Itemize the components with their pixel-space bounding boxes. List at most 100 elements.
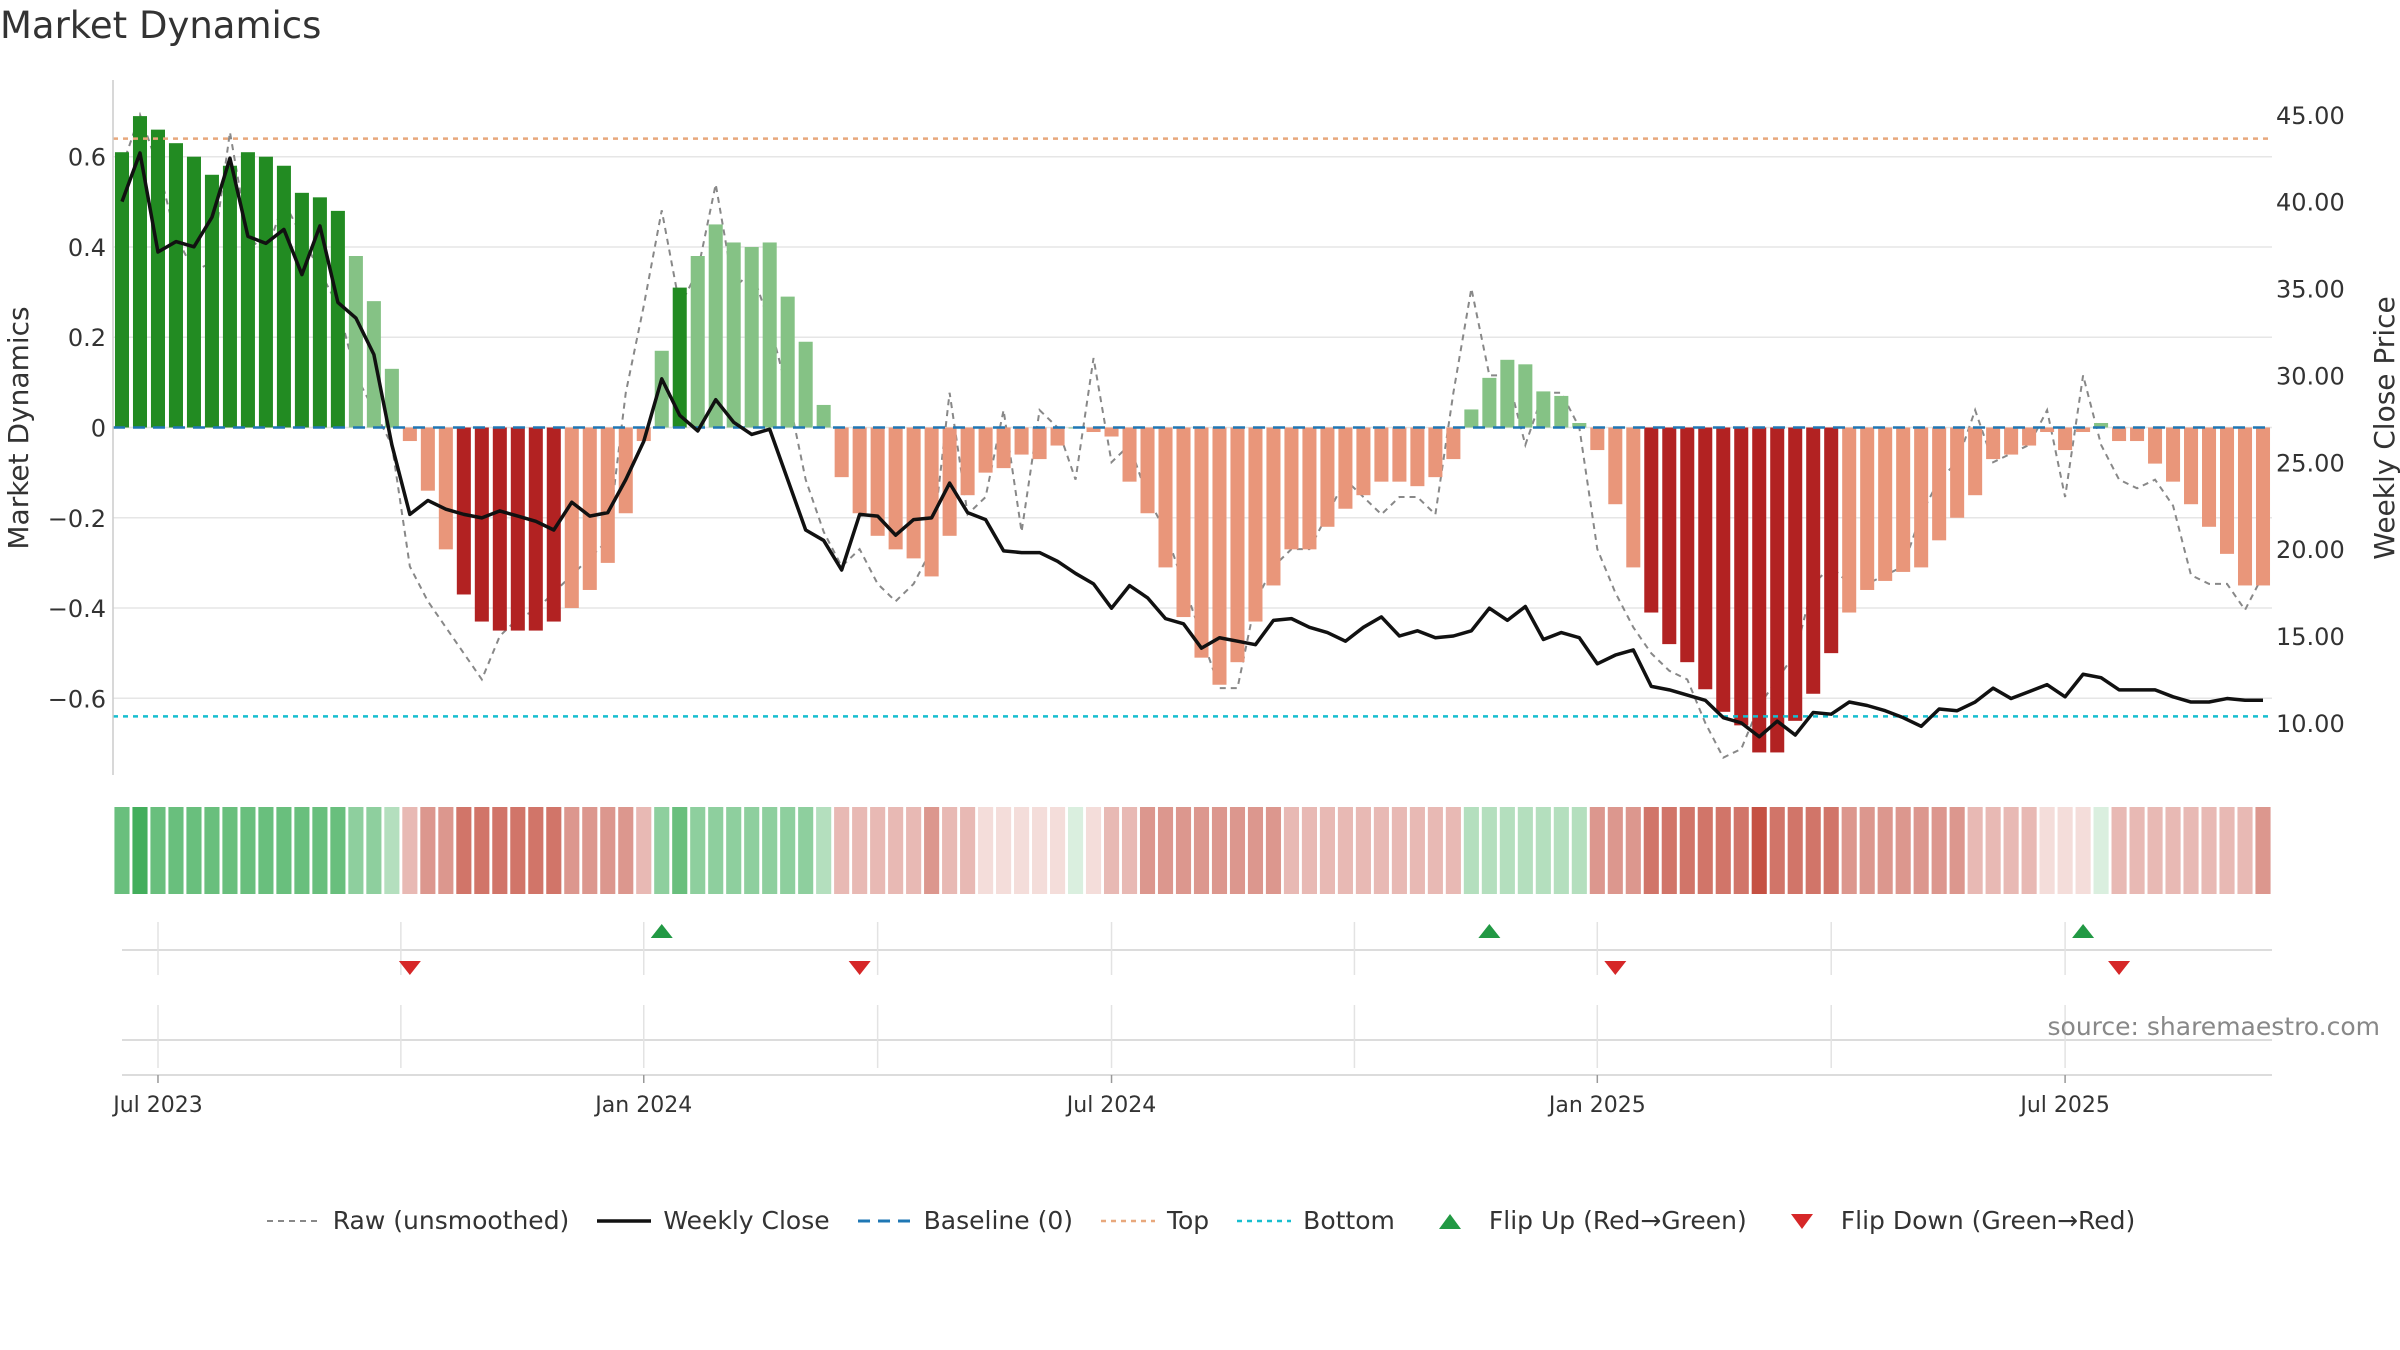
dynamics-bar xyxy=(492,427,507,631)
strength-cell xyxy=(474,807,490,894)
flip-down-marker xyxy=(848,961,871,975)
dynamics-bar xyxy=(1338,427,1353,509)
strength-cell xyxy=(1067,807,1084,894)
strength-cell xyxy=(1805,807,1821,894)
dynamics-bar xyxy=(1536,391,1551,428)
strength-cell xyxy=(348,807,364,894)
strength-cell xyxy=(1103,807,1120,894)
x-axis: Jul 2023 Jan 2024 Jul 2024 Jan 2025 Jul 2025 xyxy=(111,1075,2110,1118)
dynamics-bar xyxy=(132,116,148,428)
strength-cell xyxy=(2147,807,2163,894)
strength-cell xyxy=(1841,807,1857,894)
left-tick-label: −0.2 xyxy=(48,505,106,533)
strength-cell xyxy=(456,807,472,894)
dynamics-bar xyxy=(2220,427,2235,554)
dynamics-bar xyxy=(1212,427,1227,685)
dynamics-bar xyxy=(654,350,669,428)
dynamics-bar xyxy=(1356,427,1371,496)
left-tick-label: 0.2 xyxy=(68,324,106,352)
strength-cell xyxy=(942,807,958,894)
strength-cell xyxy=(1391,807,1407,894)
dynamics-bar xyxy=(2130,427,2145,442)
dynamics-bar xyxy=(168,143,183,428)
dynamics-bar xyxy=(1824,427,1839,654)
strength-cell xyxy=(672,807,688,894)
strength-cell xyxy=(1517,807,1533,894)
dynamics-bar xyxy=(204,174,219,428)
dynamics-bar xyxy=(1878,427,1893,581)
strength-cell xyxy=(132,807,148,894)
strength-cell xyxy=(1463,807,1479,894)
dynamics-bar xyxy=(870,427,885,536)
legend-item-top: Top xyxy=(1099,1206,1209,1235)
strength-cell xyxy=(1895,807,1911,894)
left-axis-label: Market Dynamics xyxy=(2,306,35,549)
dynamics-bar xyxy=(330,210,345,428)
dynamics-bar xyxy=(2202,427,2217,527)
dynamics-bar xyxy=(276,165,291,428)
dynamics-bar xyxy=(1626,427,1641,568)
dynamics-bar xyxy=(1032,427,1047,460)
strength-cell xyxy=(1283,807,1300,894)
strength-cell xyxy=(1032,807,1048,894)
strength-cell xyxy=(780,807,796,894)
left-tick-label: −0.6 xyxy=(48,685,106,713)
legend-label: Bottom xyxy=(1303,1206,1395,1235)
dynamics-bar xyxy=(2022,427,2037,446)
dynamics-bar xyxy=(1392,427,1407,482)
strength-cell xyxy=(366,807,382,894)
dynamics-bar xyxy=(1788,427,1803,721)
dynamics-bar xyxy=(1482,377,1497,428)
right-tick-label: 40.00 xyxy=(2276,189,2345,217)
weekly-close-layer xyxy=(120,151,2264,739)
strength-cell xyxy=(744,807,760,894)
strength-cell xyxy=(2003,807,2019,894)
strength-cell xyxy=(708,807,724,894)
legend-item-bottom: Bottom xyxy=(1235,1206,1395,1235)
strength-cell xyxy=(168,807,184,894)
legend-item-flipdown: Flip Down (Green→Red) xyxy=(1773,1206,2135,1235)
dynamics-bar xyxy=(816,404,831,428)
dynamics-bar xyxy=(1662,427,1677,645)
dynamics-bar xyxy=(1050,427,1065,446)
dynamics-bar xyxy=(798,341,813,428)
right-tick-label: 35.00 xyxy=(2276,276,2345,304)
strength-cell xyxy=(1301,807,1318,894)
right-axis-label: Weekly Close Price xyxy=(2368,296,2400,559)
strength-cell xyxy=(204,807,220,894)
strength-cell xyxy=(1193,807,1210,894)
strength-cell xyxy=(1715,807,1731,894)
legend-swatch-baseline xyxy=(857,1219,912,1222)
x-tick-label: Jul 2023 xyxy=(111,1093,203,1118)
dynamics-bar xyxy=(2058,427,2073,451)
weekly-close-line xyxy=(120,151,2264,739)
strength-cell xyxy=(2075,807,2091,894)
strength-cell xyxy=(726,807,742,894)
legend-label: Weekly Close xyxy=(663,1206,830,1235)
legend-label: Flip Up (Red→Green) xyxy=(1488,1206,1747,1235)
right-tick-label: 20.00 xyxy=(2276,536,2345,564)
strength-cell xyxy=(1175,807,1192,894)
dynamics-bar xyxy=(1986,427,2001,460)
x-tick-label: Jan 2024 xyxy=(593,1093,692,1118)
dynamics-bar xyxy=(420,427,435,491)
dynamics-bar xyxy=(1842,427,1857,613)
flip-up-marker xyxy=(1478,924,1501,938)
strength-cell xyxy=(1355,807,1371,894)
dynamics-bar xyxy=(762,242,777,428)
dynamics-bar xyxy=(1104,427,1119,437)
dynamics-bar xyxy=(1122,427,1137,482)
dynamics-bar xyxy=(690,256,705,428)
flip-up-marker xyxy=(650,924,673,938)
strength-cell xyxy=(960,807,976,894)
dynamics-bar xyxy=(1716,427,1731,712)
legend-item-raw: Raw (unsmoothed) xyxy=(265,1206,569,1235)
right-tick-label: 15.00 xyxy=(2276,623,2345,651)
dynamics-bar xyxy=(312,197,327,428)
dynamics-bar xyxy=(240,152,255,428)
flip-down-marker xyxy=(1604,961,1627,975)
dynamics-bar xyxy=(2184,427,2199,505)
flip-down-marker xyxy=(2108,961,2131,975)
strength-cell xyxy=(1553,807,1569,894)
